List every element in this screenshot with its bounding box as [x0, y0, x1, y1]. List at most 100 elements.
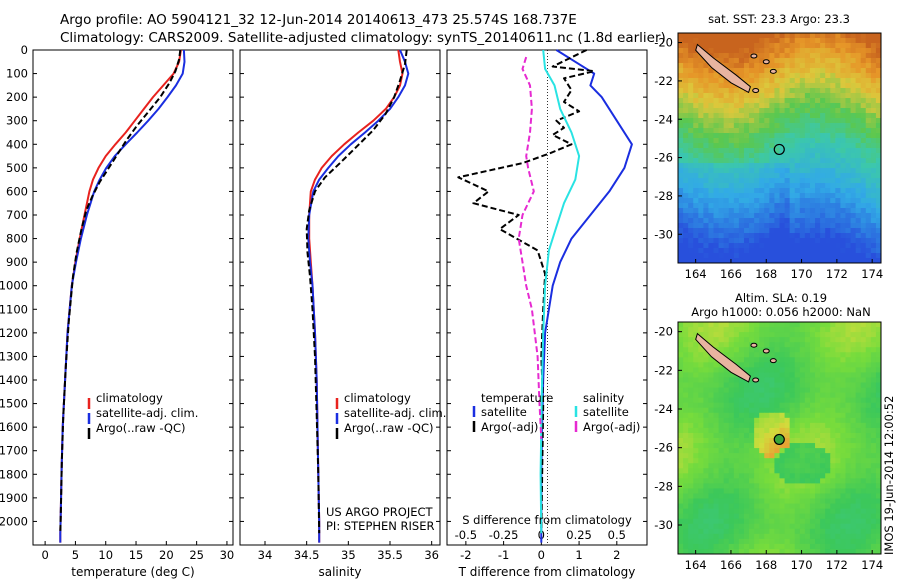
- legend-s-argo: Argo(-adj): [583, 420, 640, 434]
- argo-position-marker: [773, 433, 785, 446]
- series-argo-raw-qc-: [59, 49, 182, 534]
- x-tick-label: 0: [538, 548, 545, 562]
- t-diff-xlabel: T difference from climatology: [458, 565, 636, 579]
- lon-tick-label: 164: [685, 267, 707, 281]
- legend-t-argo: Argo(-adj): [481, 420, 538, 434]
- lat-tick-label: -26: [654, 441, 673, 455]
- island: [769, 68, 777, 74]
- y-tick-label: 1200: [0, 326, 28, 340]
- x-tick-label: 0: [41, 548, 48, 562]
- lon-tick-label: 170: [791, 267, 813, 281]
- temperature-legend: climatology satellite-adj. clim. Argo(..…: [87, 391, 198, 439]
- x-tick-label: 10: [98, 548, 113, 562]
- y-tick-label: 700: [6, 208, 28, 222]
- y-tick-label: 1800: [0, 467, 28, 481]
- y-tick-label: 500: [6, 161, 28, 175]
- y-tick-label: 300: [6, 114, 28, 128]
- lat-tick-label: -20: [654, 325, 673, 339]
- salinity-xlabel: salinity: [318, 565, 361, 579]
- x-tick-label: 34: [258, 548, 273, 562]
- x-tick-label: 5: [72, 548, 79, 562]
- map-field: [678, 322, 882, 555]
- salinity-legend: climatology satellite-adj. clim. Argo(..…: [335, 391, 446, 439]
- y-tick-label: 1300: [0, 349, 28, 363]
- legend-climatology: climatology: [96, 391, 163, 405]
- argo-position-marker: [773, 143, 785, 156]
- x-tick-label: 34.5: [294, 548, 320, 562]
- s-diff-xlabel: S difference from climatology: [462, 513, 632, 527]
- lon-tick-label: 164: [685, 558, 707, 572]
- y-tick-label: 800: [6, 232, 28, 246]
- island: [750, 53, 758, 59]
- island: [769, 358, 777, 364]
- x-tick-label: 35.5: [377, 548, 403, 562]
- legend-temperature-title: temperature: [481, 391, 553, 405]
- imos-side-label: IMOS 19-Jun-2014 12:00:52: [882, 396, 896, 555]
- legend-t-satellite: satellite: [481, 405, 527, 419]
- y-tick-label: 1900: [0, 491, 28, 505]
- legend-salinity-title: salinity: [583, 391, 624, 405]
- island: [762, 59, 770, 65]
- lon-tick-label: 166: [720, 267, 742, 281]
- island: [762, 348, 770, 354]
- x-tick-label: -2: [460, 548, 471, 562]
- credit-pi: PI: STEPHEN RISER: [326, 519, 435, 533]
- new-caledonia-island: [695, 332, 751, 383]
- island: [750, 342, 758, 348]
- lon-tick-label: 168: [755, 267, 777, 281]
- sla-map: Altim. SLA: 0.19 Argo h1000: 0.056 h2000…: [654, 291, 883, 572]
- x-tick-label: 35: [341, 548, 356, 562]
- difference-panel: -2 -1 0 1 2-0.5 -0.25 0 0.25 0.5 S difference fr…: [446, 49, 648, 579]
- s-tick-label: 0.25: [566, 528, 592, 542]
- map-field: [678, 33, 882, 264]
- series-s-argo-adj-: [517, 56, 543, 439]
- lat-tick-label: -22: [654, 74, 673, 88]
- lon-tick-label: 170: [791, 558, 813, 572]
- lat-tick-label: -30: [654, 518, 673, 532]
- s-tick-label: -0.5: [455, 528, 477, 542]
- sla-map-title2: Argo h1000: 0.056 h2000: NaN: [691, 305, 870, 319]
- sst-map: sat. SST: 23.3 Argo: 23.3 164 166 168 170 17…: [654, 12, 883, 281]
- y-tick-label: 900: [6, 255, 28, 269]
- legend-argo: Argo(..raw -QC): [344, 421, 434, 435]
- lat-tick-label: -28: [654, 189, 673, 203]
- s-tick-label: 0.5: [608, 528, 626, 542]
- y-tick-label: 100: [6, 67, 28, 81]
- legend-satellite: satellite-adj. clim.: [344, 406, 446, 420]
- lat-tick-label: -22: [654, 363, 673, 377]
- x-tick-label: 25: [189, 548, 204, 562]
- temperature-xlabel: temperature (deg C): [71, 565, 194, 579]
- island: [752, 377, 760, 383]
- lon-tick-label: 172: [826, 267, 848, 281]
- new-caledonia-island: [695, 43, 751, 94]
- y-tick-label: 0: [21, 43, 28, 57]
- x-tick-label: 20: [159, 548, 174, 562]
- sst-map-title: sat. SST: 23.3 Argo: 23.3: [708, 12, 850, 26]
- lat-tick-label: -24: [654, 402, 673, 416]
- s-tick-label: -0.25: [489, 528, 519, 542]
- lon-tick-label: 166: [720, 558, 742, 572]
- lon-tick-label: 168: [755, 558, 777, 572]
- lat-tick-label: -24: [654, 112, 673, 126]
- island: [752, 88, 760, 93]
- lat-tick-label: -28: [654, 479, 673, 493]
- series-argo-raw-qc-: [305, 49, 408, 534]
- header-line1: Argo profile: AO 5904121_32 12-Jun-2014 …: [60, 12, 577, 28]
- temperature-panel: 0 5 10 15 20 25 300100200300400500600700800900…: [0, 43, 234, 579]
- legend-climatology: climatology: [344, 391, 411, 405]
- y-tick-label: 400: [6, 137, 28, 151]
- lat-tick-label: -20: [654, 36, 673, 50]
- legend-s-satellite: satellite: [583, 405, 629, 419]
- x-tick-label: -1: [498, 548, 509, 562]
- header-line2: Climatology: CARS2009. Satellite-adjuste…: [60, 30, 666, 46]
- lon-tick-label: 174: [861, 267, 883, 281]
- y-tick-label: 1600: [0, 420, 28, 434]
- y-tick-label: 1500: [0, 397, 28, 411]
- lat-tick-label: -30: [654, 227, 673, 241]
- y-tick-label: 1700: [0, 444, 28, 458]
- x-tick-label: 2: [613, 548, 620, 562]
- y-tick-label: 1100: [0, 302, 28, 316]
- x-tick-label: 1: [575, 548, 582, 562]
- sla-map-title1: Altim. SLA: 0.19: [735, 291, 827, 305]
